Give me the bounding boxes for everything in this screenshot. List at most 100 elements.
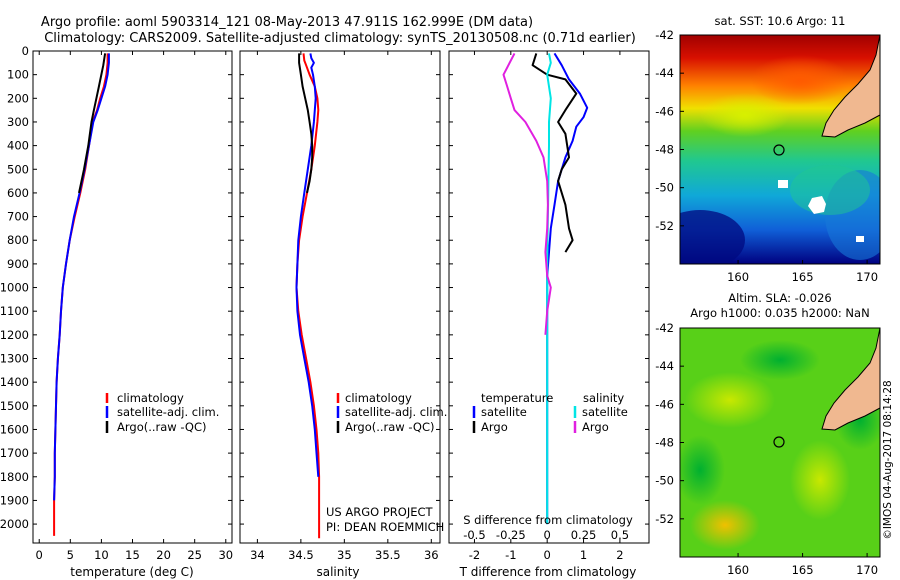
salinity-difference-scale: -0.5 -0.25 0 0.25 0.5: [463, 528, 629, 542]
depth-tick-label: 300: [7, 115, 29, 129]
temperature-axis-label: temperature (deg C): [70, 565, 193, 579]
lat-tick-label: -46: [655, 397, 674, 411]
x-tick-label: 10: [94, 548, 109, 562]
profile-line-satellite-adj-clim-: [53, 53, 110, 501]
legend-label-climatology: climatology: [345, 391, 412, 405]
sla-field: [680, 328, 880, 557]
legend-label-salinity-argo: Argo: [582, 420, 609, 434]
legend-label-satellite: satellite-adj. clim.: [345, 405, 447, 419]
land-mass: [821, 35, 880, 138]
x-tick-label: 35.5: [375, 548, 401, 562]
legend-label-argo: Argo(..raw -QC): [345, 420, 435, 434]
lon-tick-label: 160: [727, 270, 749, 284]
x-tick-label: 34.5: [288, 548, 314, 562]
salinity-plot-frame: [239, 50, 441, 544]
profile-line-satellite-adj-clim-: [295, 53, 320, 477]
x-tick-label: 36: [424, 548, 439, 562]
depth-tick-label: 800: [7, 233, 29, 247]
salinity-panel: 34 34.5 35 35.5 36 salinity climatology sate…: [239, 50, 447, 579]
legend-label-salinity-satellite: satellite: [582, 405, 628, 419]
depth-tick-label: 1200: [0, 328, 29, 342]
depth-tick-label: 900: [7, 257, 29, 271]
legend-label-climatology: climatology: [117, 391, 184, 405]
legend-label-satellite: satellite-adj. clim.: [117, 405, 219, 419]
lat-tick-label: -48: [655, 436, 674, 450]
x-tick-label: 5: [67, 548, 74, 562]
sst-map-ticks: 160 165 170 -42 -44 -46 -48 -50 -52: [655, 28, 878, 284]
lat-tick-label: -42: [655, 28, 674, 42]
s-diff-tick-label: -0.5: [463, 528, 485, 542]
depth-tick-label: 1600: [0, 422, 29, 436]
depth-tick-label: 2000: [0, 517, 29, 531]
lat-tick-label: -50: [655, 474, 674, 488]
x-tick-label: 25: [187, 548, 202, 562]
profile-line-argo: [531, 53, 578, 253]
cloud-mask: [778, 180, 788, 188]
x-tick-label: 2: [616, 548, 623, 562]
salinity-depth-ticks: [240, 50, 440, 525]
depth-tick-label: 100: [7, 68, 29, 82]
s-diff-tick-label: -0.25: [496, 528, 526, 542]
pi-credit: PI: DEAN ROEMMICH: [326, 520, 444, 534]
lat-tick-label: -52: [655, 219, 674, 233]
temperature-legend: climatology satellite-adj. clim. Argo(..…: [105, 391, 219, 434]
depth-tick-label: 1900: [0, 493, 29, 507]
lat-tick-label: -50: [655, 181, 674, 195]
lon-tick-label: 160: [727, 563, 749, 577]
altimetry-map-subtitle: Argo h1000: 0.035 h2000: NaN: [690, 306, 869, 320]
depth-tick-label: 1000: [0, 281, 29, 295]
difference-legend: temperature salinity satellite Argo sate…: [472, 391, 628, 434]
x-tick-label: 30: [218, 548, 233, 562]
legend-title-temperature: temperature: [481, 391, 553, 405]
lon-tick-label: 170: [856, 270, 878, 284]
t-difference-axis-label: T difference from climatology: [459, 565, 637, 579]
sst-field: [680, 35, 880, 264]
temperature-profiles: [53, 53, 110, 536]
depth-tick-label: 200: [7, 91, 29, 105]
salinity-ticks: 34 34.5 35 35.5 36: [250, 51, 439, 562]
x-tick-label: 1: [580, 548, 587, 562]
lon-tick-label: 165: [792, 270, 814, 284]
difference-depth-ticks: [449, 50, 649, 525]
profile-line-argo: [502, 52, 552, 335]
x-tick-label: -1: [505, 548, 516, 562]
x-tick-label: 34: [250, 548, 265, 562]
lat-tick-label: -42: [655, 321, 674, 335]
temperature-plot-frame: [32, 50, 233, 544]
depth-tick-label: 1300: [0, 352, 29, 366]
depth-tick-label: 1700: [0, 446, 29, 460]
x-tick-label: 0: [544, 548, 551, 562]
land-mass: [821, 328, 880, 431]
altimetry-map: Altim. SLA: -0.026 Argo h1000: 0.035 h20…: [655, 291, 881, 577]
difference-panel: -2 -1 0 1 2 -0.5 -0.25 0 0.25 0.5 S difference f…: [448, 50, 650, 579]
temperature-panel: 0100200300400500600700800900100011001200…: [0, 44, 233, 579]
profile-line-argo-raw-qc-: [298, 53, 314, 194]
profile-line-argo-raw-qc-: [78, 53, 107, 194]
x-tick-label: 15: [125, 548, 140, 562]
depth-tick-label: 1800: [0, 470, 29, 484]
salinity-profiles: [295, 53, 321, 539]
header-line-1: Argo profile: aoml 5903314_121 08-May-20…: [41, 15, 533, 30]
s-difference-axis-label: S difference from climatology: [463, 513, 633, 527]
x-tick-label: 35: [337, 548, 352, 562]
project-credit: US ARGO PROJECT: [326, 505, 434, 519]
legend-title-salinity: salinity: [583, 391, 624, 405]
lat-tick-label: -44: [655, 66, 674, 80]
x-tick-label: 0: [36, 548, 43, 562]
float-position-marker: [773, 436, 785, 448]
legend-label-argo: Argo(..raw -QC): [117, 420, 207, 434]
s-diff-tick-label: 0.25: [571, 528, 597, 542]
temperature-ticks: 0 5 10 15 20 25 30: [36, 51, 233, 562]
salinity-axis-label: salinity: [316, 565, 359, 579]
difference-ticks: -2 -1 0 1 2: [469, 51, 624, 562]
depth-tick-label: 500: [7, 162, 29, 176]
lon-tick-label: 170: [856, 563, 878, 577]
cloud-mask: [856, 236, 864, 242]
imos-timestamp: ©IMOS 04-Aug-2017 08:14:28: [882, 380, 894, 539]
s-diff-tick-label: 0: [544, 528, 551, 542]
depth-tick-label: 1100: [0, 304, 29, 318]
depth-tick-label: 1500: [0, 399, 29, 413]
depth-tick-label: 0: [22, 44, 29, 58]
depth-tick-label: 1400: [0, 375, 29, 389]
